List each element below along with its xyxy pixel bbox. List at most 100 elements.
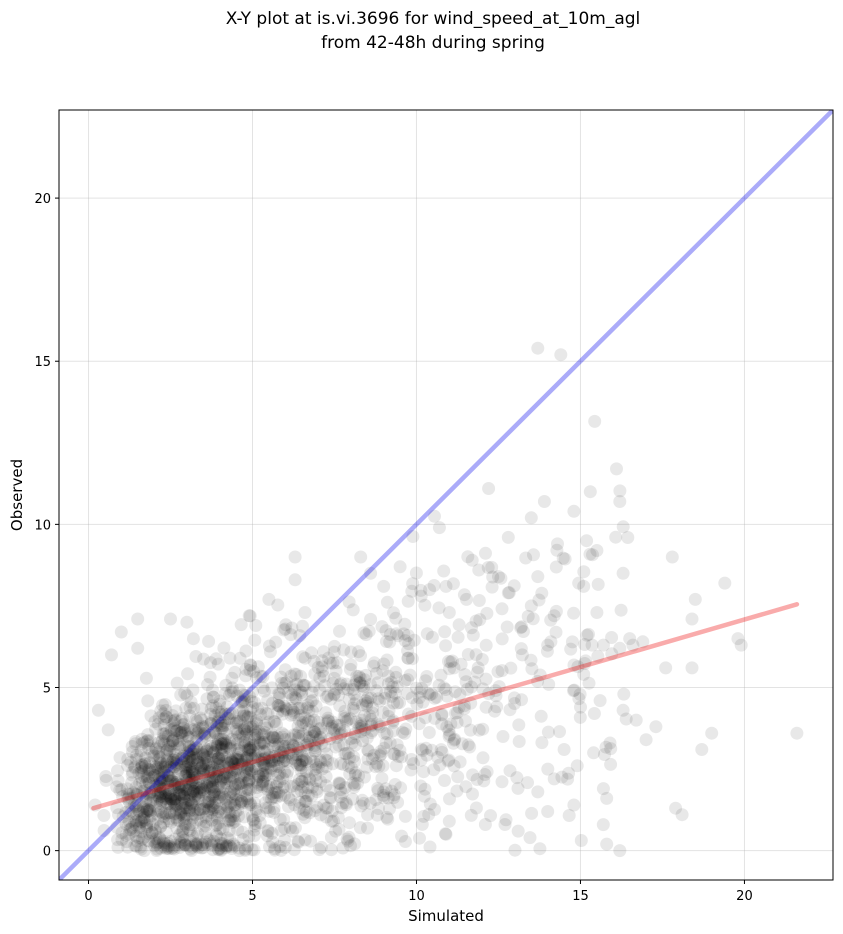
scatter-point xyxy=(347,704,361,717)
scatter-point xyxy=(313,671,327,685)
scatter-point xyxy=(356,734,370,748)
scatter-point xyxy=(196,767,210,781)
scatter-point xyxy=(264,792,278,806)
scatter-point xyxy=(414,779,428,793)
scatter-point xyxy=(305,685,319,699)
scatter-point xyxy=(695,743,709,756)
scatter-point xyxy=(435,745,449,759)
scatter-point xyxy=(685,661,699,675)
scatter-point xyxy=(324,791,338,805)
scatter-point xyxy=(252,754,266,768)
scatter-point xyxy=(183,801,197,815)
scatter-point xyxy=(573,687,587,701)
scatter-point xyxy=(124,822,138,836)
scatter-point xyxy=(407,757,420,771)
scatter-point xyxy=(377,741,391,755)
scatter-point xyxy=(183,780,197,794)
scatter-point xyxy=(134,842,148,856)
scatter-point xyxy=(132,766,146,780)
scatter-point xyxy=(192,777,206,791)
scatter-point xyxy=(363,709,377,723)
scatter-point xyxy=(164,774,178,788)
scatter-point xyxy=(226,684,240,698)
scatter-point xyxy=(204,765,218,779)
scatter-point xyxy=(211,732,225,746)
scatter-point xyxy=(390,738,404,752)
scatter-point xyxy=(577,579,591,593)
scatter-point xyxy=(561,772,575,786)
scatter-point xyxy=(222,760,236,774)
scatter-point xyxy=(194,814,208,828)
scatter-point xyxy=(185,844,198,857)
scatter-point xyxy=(238,734,252,748)
scatter-point xyxy=(341,759,355,773)
scatter-point xyxy=(278,840,292,854)
scatter-point xyxy=(588,414,602,428)
scatter-point xyxy=(600,837,614,851)
scatter-point xyxy=(347,780,361,794)
scatter-point xyxy=(234,789,248,803)
scatter-point xyxy=(175,787,189,801)
scatter-point xyxy=(307,713,321,727)
scatter-point xyxy=(99,770,113,783)
x-tick-label: 5 xyxy=(248,889,256,904)
scatter-point xyxy=(166,709,179,722)
scatter-point xyxy=(263,645,277,659)
scatter-point xyxy=(205,741,219,755)
scatter-point xyxy=(186,683,200,697)
scatter-point xyxy=(233,683,247,697)
scatter-point xyxy=(291,834,305,848)
scatter-point xyxy=(167,716,181,730)
scatter-point xyxy=(221,707,235,721)
scatter-point xyxy=(286,748,300,762)
scatter-point xyxy=(402,707,415,721)
scatter-point xyxy=(146,771,160,784)
points-layer xyxy=(88,341,804,858)
scatter-point xyxy=(266,740,280,753)
scatter-point xyxy=(390,680,404,694)
scatter-point xyxy=(386,714,400,728)
scatter-point xyxy=(144,781,158,795)
scatter-point xyxy=(339,714,353,728)
scatter-point xyxy=(248,817,262,830)
scatter-point xyxy=(516,625,530,638)
scatter-point xyxy=(173,786,187,800)
scatter-point xyxy=(535,736,549,750)
scatter-point xyxy=(206,771,220,785)
scatter-point xyxy=(157,712,171,726)
scatter-point xyxy=(191,840,205,854)
scatter-point xyxy=(401,629,415,642)
scatter-point xyxy=(341,746,355,760)
scatter-point xyxy=(379,686,393,700)
scatter-point xyxy=(249,671,263,685)
scatter-point xyxy=(213,790,227,804)
scatter-point xyxy=(482,687,496,701)
scatter-point xyxy=(125,768,139,782)
scatter-point xyxy=(472,723,486,737)
scatter-point xyxy=(251,768,265,781)
scatter-point xyxy=(241,760,255,773)
scatter-point xyxy=(196,748,210,762)
scatter-point xyxy=(192,755,206,769)
scatter-point xyxy=(326,757,340,771)
scatter-point xyxy=(156,773,169,787)
scatter-point xyxy=(241,710,255,724)
scatter-point xyxy=(450,706,464,720)
scatter-point xyxy=(129,787,143,801)
scatter-point xyxy=(442,753,456,767)
scatter-point xyxy=(389,670,403,684)
scatter-point xyxy=(207,834,221,848)
scatter-point xyxy=(251,702,264,716)
scatter-point xyxy=(352,769,366,783)
scatter-point xyxy=(159,703,173,717)
scatter-point xyxy=(211,763,225,777)
scatter-point xyxy=(88,798,102,812)
scatter-point xyxy=(161,743,175,756)
scatter-point xyxy=(184,834,197,848)
scatter-point xyxy=(198,785,211,799)
scatter-point xyxy=(250,717,264,731)
scatter-point xyxy=(244,763,258,777)
scatter-point xyxy=(163,744,177,758)
scatter-point xyxy=(263,804,277,818)
scatter-point xyxy=(357,626,371,640)
